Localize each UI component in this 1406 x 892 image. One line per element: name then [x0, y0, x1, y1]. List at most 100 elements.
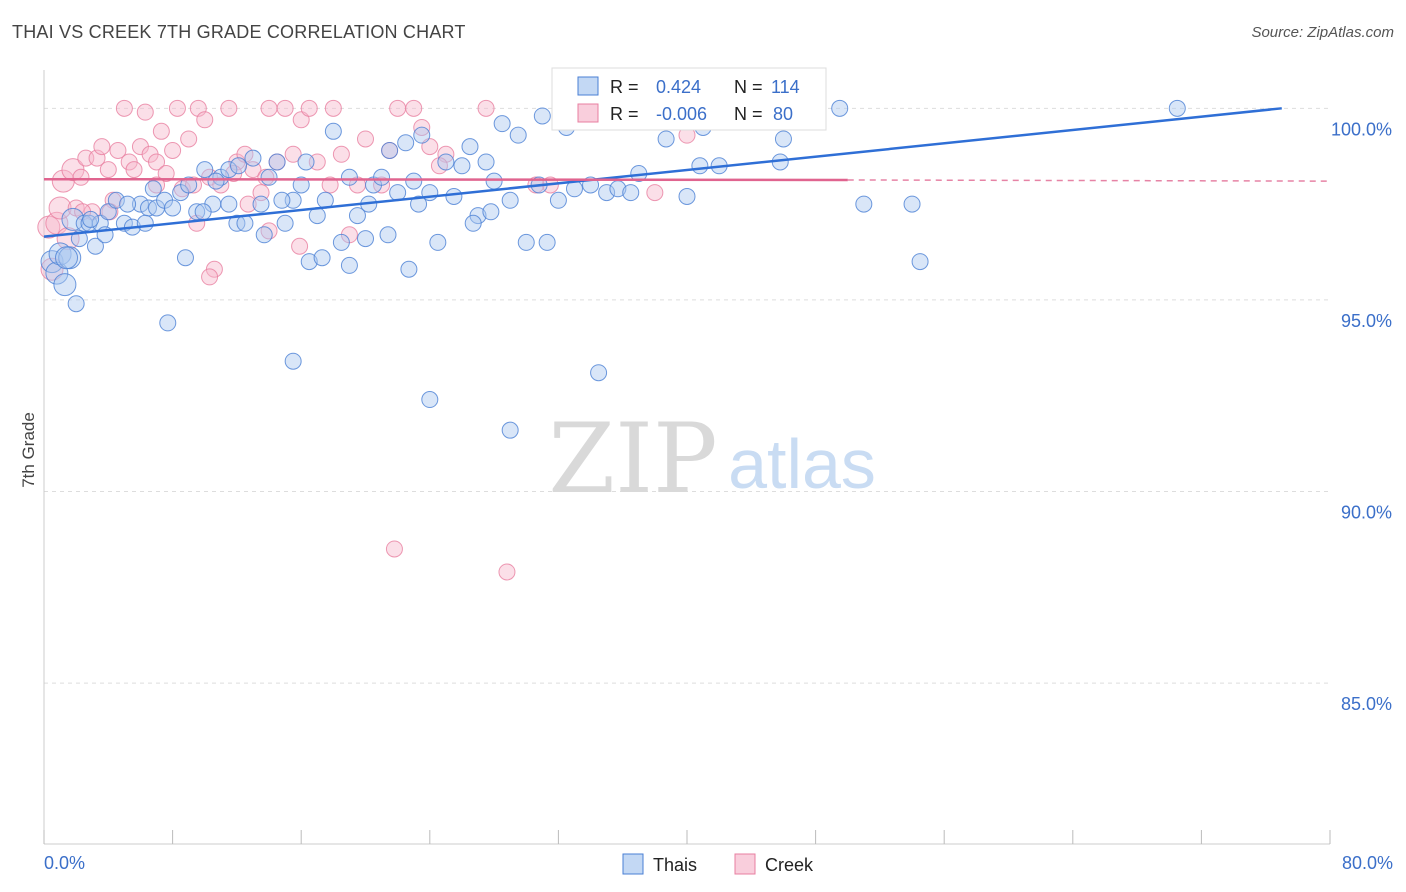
- thais-point-113: [207, 172, 225, 190]
- thais-point-90: [136, 214, 154, 232]
- creek-point-66: [498, 563, 516, 581]
- thais-point-103: [313, 249, 331, 267]
- thais-point-40: [332, 233, 350, 251]
- thais-point-98: [538, 233, 556, 251]
- legend-n-label-creek: N =: [734, 104, 763, 124]
- creek-point-48: [332, 145, 350, 163]
- thais-point-33: [276, 214, 294, 232]
- axes: [43, 70, 1331, 845]
- thais-point-46: [381, 141, 399, 159]
- creek-point-43: [284, 145, 302, 163]
- creek-point-29: [184, 176, 202, 194]
- thais-point-69: [598, 184, 616, 202]
- thais-point-93: [255, 226, 273, 244]
- creek-point-54: [389, 99, 407, 117]
- thais-point-64: [533, 107, 551, 125]
- source-label: Source: ZipAtlas.com: [1251, 24, 1394, 41]
- thais-point-21: [180, 176, 198, 194]
- thais-point-105: [194, 203, 212, 221]
- thais-point-118: [622, 184, 640, 202]
- y-tick-label-1: 95.0%: [1341, 311, 1392, 331]
- legend-n-value-thais: 114: [771, 77, 800, 97]
- thais-point-12: [107, 191, 125, 209]
- thais-point-29: [244, 149, 262, 167]
- y-tick-label-0: 100.0%: [1331, 119, 1392, 139]
- thais-point-52: [429, 233, 447, 251]
- thais-point-26: [220, 161, 238, 179]
- creek-point-8: [72, 168, 90, 186]
- creek-point-18: [125, 161, 143, 179]
- creek-point-62: [646, 184, 664, 202]
- thais-point-30: [252, 195, 270, 213]
- creek-point-73: [239, 195, 257, 213]
- thais-point-106: [273, 191, 291, 209]
- thais-point-111: [82, 210, 100, 228]
- thais-point-32: [268, 153, 286, 171]
- thais-point-100: [657, 130, 675, 148]
- x-tick-label-start: 0.0%: [44, 853, 85, 873]
- thais-point-3: [53, 273, 77, 297]
- creek-point-26: [168, 99, 186, 117]
- thais-point-59: [485, 172, 503, 190]
- creek-point-31: [196, 111, 214, 129]
- thais-point-31: [260, 168, 278, 186]
- thais-point-109: [119, 195, 137, 213]
- thais-point-85: [159, 314, 177, 332]
- creek-point-35: [220, 99, 238, 117]
- creek-point-51: [357, 130, 374, 148]
- legend-n-label-thais: N =: [734, 77, 763, 97]
- thais-point-101: [691, 157, 709, 175]
- thais-point-110: [55, 246, 79, 270]
- thais-point-89: [590, 364, 608, 382]
- thais-point-48: [397, 134, 415, 152]
- creek-point-55: [405, 99, 423, 117]
- thais-point-80: [855, 195, 873, 213]
- thais-point-104: [230, 157, 248, 175]
- legend-r-value-thais: 0.424: [656, 77, 701, 97]
- thais-point-15: [131, 195, 149, 213]
- series-creek: [37, 99, 760, 581]
- thais-point-114: [297, 153, 315, 171]
- creek-point-12: [93, 138, 111, 156]
- creek-point-40: [260, 99, 278, 117]
- thais-point-35: [292, 176, 310, 194]
- legend-r-value-creek: -0.006: [656, 104, 707, 124]
- thais-point-45: [373, 168, 391, 186]
- trend-line-thais: [43, 107, 1282, 238]
- legend-bottom-label-creek: Creek: [765, 855, 814, 875]
- thais-point-11: [99, 203, 117, 221]
- legend-r-label-creek: R =: [610, 104, 639, 124]
- legend-bottom-label-thais: Thais: [653, 855, 697, 875]
- thais-point-65: [549, 191, 567, 209]
- thais-point-43: [357, 230, 374, 248]
- legend-swatch-thais: [577, 76, 599, 96]
- trend-line-creek: [43, 177, 848, 182]
- thais-point-23: [196, 161, 214, 179]
- creek-point-69: [291, 237, 309, 255]
- creek-point-45: [300, 99, 318, 117]
- creek-point-24: [157, 164, 175, 182]
- y-axis-title: 7th Grade: [19, 412, 38, 488]
- thais-point-39: [324, 122, 342, 140]
- legend-top: R = 0.424 N = 114 R = -0.006 N = 80: [551, 67, 827, 131]
- creek-point-59: [477, 99, 495, 117]
- thais-point-86: [284, 352, 302, 370]
- thais-point-61: [501, 191, 519, 209]
- x-tick-labels: 0.0% 80.0%: [44, 853, 1393, 873]
- thais-point-74: [678, 187, 696, 205]
- thais-point-62: [509, 126, 527, 144]
- thais-point-79: [831, 99, 849, 117]
- watermark-zip: ZIP: [548, 403, 717, 515]
- thais-point-81: [903, 195, 921, 213]
- thais-point-19: [164, 199, 182, 217]
- chart-title: THAI VS CREEK 7TH GRADE CORRELATION CHAR…: [12, 22, 466, 42]
- thais-point-91: [176, 249, 194, 267]
- thais-point-49: [405, 172, 423, 190]
- trend-lines: [43, 107, 1331, 238]
- legend-n-value-creek: 80: [773, 104, 793, 124]
- thais-point-56: [461, 138, 479, 156]
- creek-point-25: [164, 141, 182, 159]
- creek-point-67: [201, 268, 219, 286]
- creek-point-44: [292, 111, 310, 129]
